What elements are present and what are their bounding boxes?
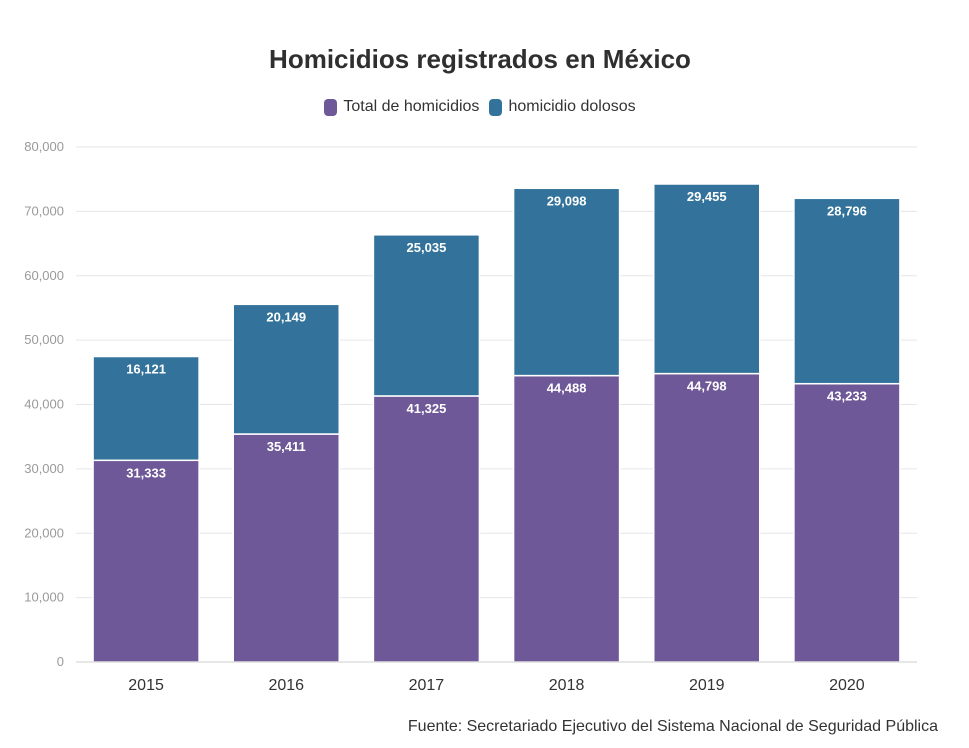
legend-item-total[interactable]: Total de homicidios [324, 98, 479, 116]
legend: Total de homicidios homicidio dolosos [0, 98, 960, 116]
bar-segment [232, 433, 340, 663]
y-tick-label: 0 [57, 654, 64, 669]
legend-swatch-dolosos [489, 98, 503, 116]
y-tick-label: 30,000 [24, 461, 64, 476]
x-tick-label: 2017 [409, 677, 445, 694]
data-label: 43,233 [827, 389, 867, 404]
data-label: 29,455 [687, 189, 727, 204]
y-tick-label: 10,000 [24, 590, 64, 605]
data-label: 31,333 [126, 465, 166, 480]
bar-segment [512, 374, 621, 663]
y-tick-label: 50,000 [24, 332, 64, 347]
data-label: 20,149 [266, 309, 306, 324]
data-label: 44,798 [687, 379, 727, 394]
bar-segment [793, 197, 901, 385]
legend-label-dolosos: homicidio dolosos [508, 98, 636, 115]
y-tick-label: 40,000 [24, 397, 64, 412]
x-tick-label: 2020 [829, 677, 865, 694]
bar-segment [653, 183, 761, 375]
bar-segment [372, 395, 481, 663]
y-tick-label: 70,000 [24, 203, 64, 218]
x-tick-label: 2019 [689, 677, 725, 694]
data-label: 28,796 [827, 203, 867, 218]
source-note: Fuente: Secretariado Ejecutivo del Siste… [407, 718, 938, 735]
data-label: 35,411 [267, 439, 306, 454]
data-label: 41,325 [407, 401, 447, 416]
bar-segment [512, 187, 621, 377]
data-label: 29,098 [547, 193, 587, 208]
legend-swatch-total [324, 98, 338, 116]
data-label: 44,488 [547, 381, 587, 396]
x-tick-label: 2016 [268, 677, 304, 694]
y-tick-label: 60,000 [24, 268, 64, 283]
bar-segment [92, 355, 200, 462]
legend-label-total: Total de homicidios [343, 98, 480, 115]
x-tick-label: 2015 [128, 677, 164, 694]
bar-segment [793, 382, 901, 663]
x-tick-label: 2018 [549, 677, 585, 694]
bar-segment [92, 459, 200, 663]
data-label: 16,121 [126, 362, 166, 377]
bar-segment [372, 234, 481, 397]
chart-title: Homicidios registrados en México [269, 44, 691, 74]
legend-item-dolosos[interactable]: homicidio dolosos [489, 98, 636, 116]
bar-segment [653, 372, 761, 663]
y-tick-label: 80,000 [24, 139, 64, 154]
y-tick-label: 20,000 [24, 525, 64, 540]
data-label: 25,035 [407, 240, 447, 255]
bar-segment [232, 303, 340, 435]
